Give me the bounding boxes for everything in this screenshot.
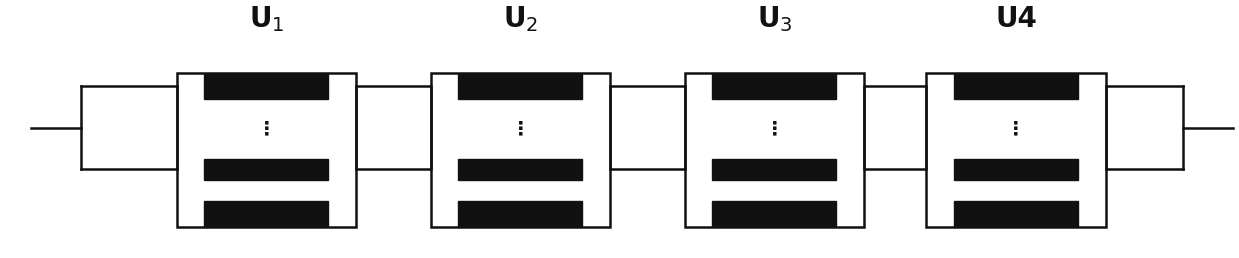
Text: U$_1$: U$_1$ (249, 4, 284, 34)
Bar (177, 73, 357, 227)
Bar (712, 201, 836, 226)
Bar (712, 74, 836, 99)
Bar (712, 159, 836, 180)
Bar (954, 159, 1078, 180)
Text: ⋮: ⋮ (764, 119, 784, 138)
Bar (458, 74, 582, 99)
Bar (458, 201, 582, 226)
Bar (204, 159, 328, 180)
Text: ⋮: ⋮ (510, 119, 530, 138)
Text: ⋮: ⋮ (256, 119, 276, 138)
Bar (684, 73, 865, 227)
Bar (204, 74, 328, 99)
Bar (926, 73, 1105, 227)
Text: ⋮: ⋮ (1006, 119, 1026, 138)
Bar (204, 201, 328, 226)
Text: U$_2$: U$_2$ (503, 4, 538, 34)
Bar (458, 159, 582, 180)
Bar (430, 73, 610, 227)
Bar (954, 74, 1078, 99)
Text: U4: U4 (995, 5, 1037, 33)
Bar (954, 201, 1078, 226)
Text: U$_3$: U$_3$ (757, 4, 792, 34)
